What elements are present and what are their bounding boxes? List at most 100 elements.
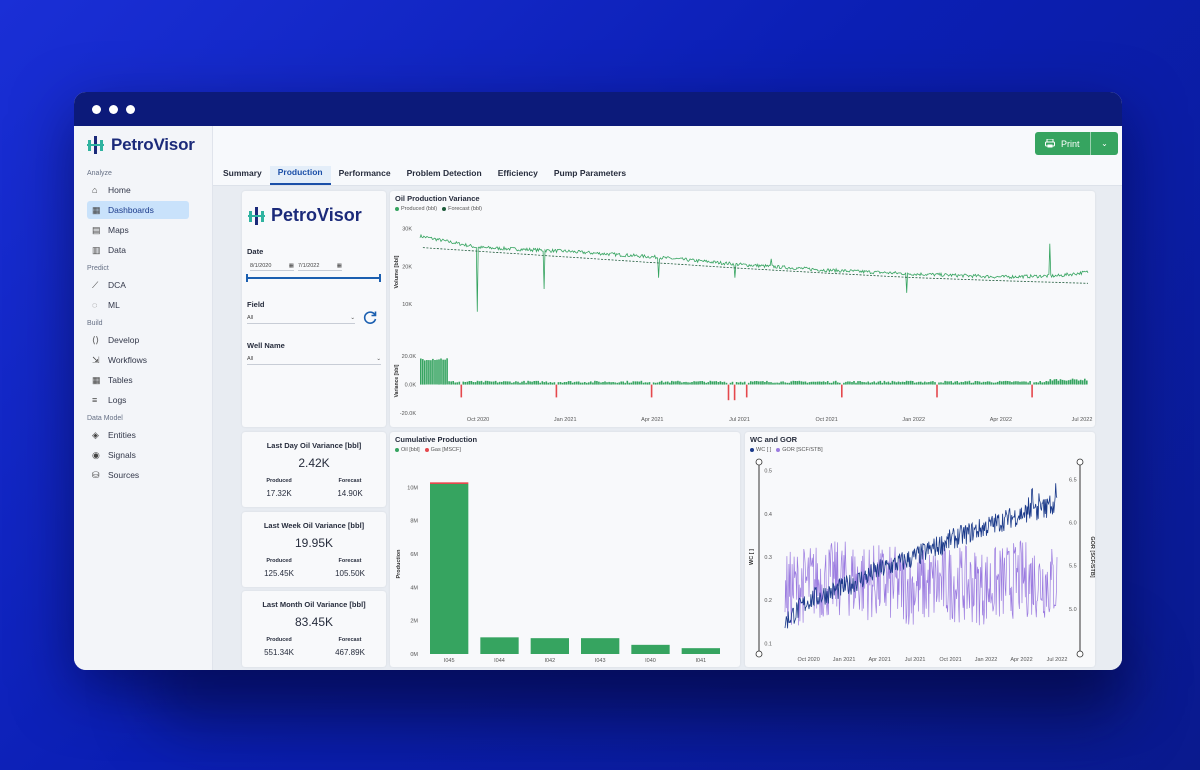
tab-production[interactable]: Production xyxy=(269,165,331,185)
sidebar-item-home[interactable]: ⌂ Home xyxy=(87,181,189,199)
variance-bar xyxy=(857,381,859,385)
variance-bar xyxy=(488,381,491,385)
legend-item-gas[interactable]: Gas [MSCF] xyxy=(424,447,461,453)
logo[interactable]: PetroVisor xyxy=(74,134,212,156)
sidebar-item-dca[interactable]: ⟋ DCA xyxy=(87,276,189,294)
variance-bar xyxy=(998,380,1001,385)
tab-performance[interactable]: Performance xyxy=(338,168,391,178)
workflow-icon: ⇲ xyxy=(92,355,100,365)
sidebar-item-data[interactable]: ▥ Data xyxy=(87,241,189,259)
variance-bar xyxy=(521,381,523,385)
kpi-card: Last Day Oil Variance [bbl] 2.42K Produc… xyxy=(242,432,386,507)
y-tick-label: 0.2 xyxy=(764,598,772,604)
variance-bar xyxy=(792,380,795,385)
well-name-select[interactable]: All ⌄ xyxy=(247,354,381,365)
x-tick-label: Jul 2021 xyxy=(729,417,750,423)
variance-bar xyxy=(903,382,906,385)
variance-bar xyxy=(980,382,983,385)
tab-problem-detection[interactable]: Problem Detection xyxy=(406,168,482,178)
wc-gor-chart[interactable]: WC [ ] GOR [SCF/STB] 0.5 0.4 0.3 0.2 0.1 6.5 6.0… xyxy=(745,432,1095,667)
oil-production-chart[interactable]: Volume [bbl] 30K 20K 10K Variance [bbl]20.0K… xyxy=(390,191,1095,427)
variance-bar xyxy=(1017,381,1019,385)
print-dropdown-chevron-icon[interactable]: ⌄ xyxy=(1101,139,1108,148)
variance-bar xyxy=(507,381,509,385)
field-select[interactable]: All ⌄ xyxy=(247,313,355,324)
variance-bar xyxy=(618,382,620,385)
variance-bar xyxy=(482,382,485,385)
variance-bar xyxy=(1007,381,1009,385)
sidebar-item-sources[interactable]: ⛁ Sources xyxy=(87,466,189,484)
legend-item-wc[interactable]: WC [ ] xyxy=(750,447,771,453)
app-window: PetroVisor Analyze ⌂ Home ▦ Dashboards ▤ Maps ▥… xyxy=(74,92,1122,670)
legend-item-forecast[interactable]: Forecast (bbl) xyxy=(442,206,482,212)
legend-item-produced[interactable]: Produced (bbl) xyxy=(395,206,437,212)
variance-bar xyxy=(784,382,786,385)
sidebar-item-dashboards[interactable]: ▦ Dashboards xyxy=(87,201,189,219)
date-range-slider[interactable] xyxy=(246,274,381,282)
variance-bar xyxy=(650,384,653,398)
variance-bar xyxy=(539,382,541,385)
variance-bar xyxy=(826,381,829,385)
variance-bar xyxy=(721,382,724,385)
legend-item-gor[interactable]: GOR [SCF/STB] xyxy=(776,447,823,453)
variance-bar xyxy=(511,382,513,385)
tab-pump-parameters[interactable]: Pump Parameters xyxy=(553,168,627,178)
x-tick-label: Oct 2021 xyxy=(939,657,961,663)
window-titlebar xyxy=(74,92,1122,126)
variance-bar xyxy=(727,384,730,401)
variance-bar xyxy=(871,382,873,385)
sidebar-item-develop[interactable]: ⟨⟩ Develop xyxy=(87,331,189,349)
variance-bar xyxy=(519,382,521,385)
slider-handle-start[interactable] xyxy=(246,274,248,282)
variance-bar xyxy=(883,380,886,385)
print-button[interactable]: Print ⌄ xyxy=(1035,132,1118,155)
sidebar-item-logs[interactable]: ≡ Logs xyxy=(87,391,189,409)
variance-bar xyxy=(498,381,501,385)
variance-bar xyxy=(782,381,784,385)
variance-bar xyxy=(758,381,760,385)
variance-bar xyxy=(851,382,853,385)
y-tick-label: 0.0K xyxy=(405,383,417,389)
date-from-input[interactable]: 8/1/2020 ▦ xyxy=(250,261,294,271)
print-main[interactable]: Print xyxy=(1035,132,1091,155)
cumulative-production-chart[interactable]: Production 10M 8M 6M 4M 2M 0M I045 I044 I042 I043 I… xyxy=(390,432,740,667)
variance-bar xyxy=(984,381,987,385)
tab-bar: Summary Production Performance Problem Dete… xyxy=(213,165,1122,186)
x-tick-label: I040 xyxy=(645,658,656,664)
sidebar-item-tables[interactable]: ▦ Tables xyxy=(87,371,189,389)
variance-bar xyxy=(695,381,697,385)
variance-bar xyxy=(711,381,714,385)
sidebar-item-signals[interactable]: ◉ Signals xyxy=(87,446,189,464)
variance-bar xyxy=(600,382,602,385)
variance-bar xyxy=(620,381,622,385)
sidebar-item-entities[interactable]: ◈ Entities xyxy=(87,426,189,444)
tab-summary[interactable]: Summary xyxy=(223,168,262,178)
sidebar-item-workflows[interactable]: ⇲ Workflows xyxy=(87,351,189,369)
slider-handle-end[interactable] xyxy=(379,274,381,282)
gas-bar xyxy=(430,482,469,484)
variance-bar xyxy=(472,382,475,385)
tab-efficiency[interactable]: Efficiency xyxy=(497,168,538,178)
date-to-input[interactable]: 7/1/2022 ▦ xyxy=(298,261,342,271)
kpi-value: 83.45K xyxy=(294,615,334,629)
refresh-icon[interactable] xyxy=(363,310,378,325)
variance-bar xyxy=(717,382,720,385)
variance-bar xyxy=(992,382,995,385)
variance-bar xyxy=(766,380,768,385)
y-tick-label: 10K xyxy=(402,302,412,308)
sidebar-item-maps[interactable]: ▤ Maps xyxy=(87,221,189,239)
variance-bar xyxy=(972,382,975,385)
variance-bar xyxy=(531,381,533,385)
kpi-forecast-value: 105.50K xyxy=(335,569,365,578)
variance-bar xyxy=(756,381,758,385)
variance-bar xyxy=(940,382,942,385)
variance-bar xyxy=(658,381,661,385)
sidebar-item-label: Home xyxy=(108,185,131,195)
variance-bar xyxy=(814,381,817,385)
sidebar-item-ml[interactable]: ◌ ML xyxy=(87,296,189,314)
legend-item-oil[interactable]: Oil [bbl] xyxy=(395,447,420,453)
variance-bar xyxy=(958,382,960,385)
variance-bar xyxy=(924,381,926,385)
signal-icon: ◉ xyxy=(92,450,100,460)
variance-bar xyxy=(691,382,693,385)
